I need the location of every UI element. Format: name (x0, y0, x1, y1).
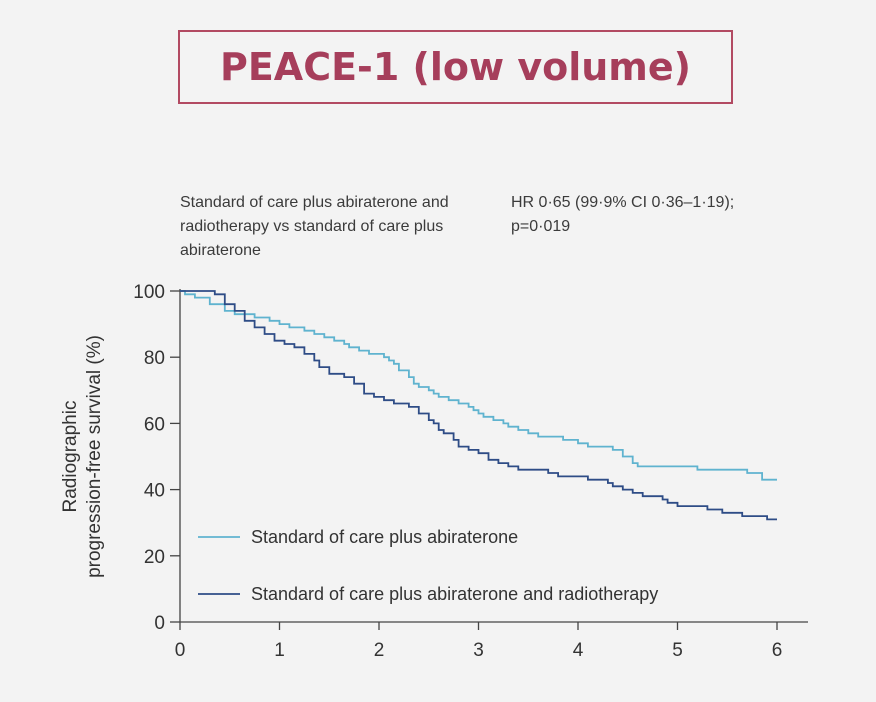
legend-label-2: Standard of care plus abiraterone and ra… (251, 584, 658, 604)
y-tick-label: 100 (133, 282, 165, 303)
title-box: PEACE-1 (low volume) (178, 30, 733, 104)
chart-legend: Standard of care plus abiraterone Standar… (198, 527, 658, 604)
y-tick-label: 80 (144, 348, 165, 369)
legend-label-1: Standard of care plus abiraterone (251, 527, 518, 547)
series-line-2 (180, 290, 777, 521)
x-tick-label: 0 (175, 640, 186, 661)
y-axis-label: Radiographic progression-free survival (%… (60, 335, 105, 578)
y-tick-label: 20 (144, 547, 165, 568)
series-line-1 (180, 290, 777, 481)
x-tick-label: 3 (473, 640, 484, 661)
x-tick-label: 4 (573, 640, 584, 661)
y-tick-label: 60 (144, 414, 165, 435)
hazard-ratio-label: HR 0·65 (99·9% CI 0·36–1·19); p=0·019 (511, 194, 735, 235)
x-tick-label: 1 (274, 640, 285, 661)
chart-series (180, 290, 777, 521)
page-title: PEACE-1 (low volume) (219, 45, 692, 89)
comparison-label: Standard of care plus abiraterone and ra… (180, 194, 449, 259)
chart-axes: 0 20 40 60 80 100 0 1 2 3 4 5 6 (133, 282, 808, 661)
x-tick-label: 2 (374, 640, 385, 661)
x-tick-label: 5 (672, 640, 683, 661)
x-tick-label: 6 (772, 640, 783, 661)
y-tick-label: 0 (154, 613, 165, 634)
y-tick-label: 40 (144, 481, 165, 502)
